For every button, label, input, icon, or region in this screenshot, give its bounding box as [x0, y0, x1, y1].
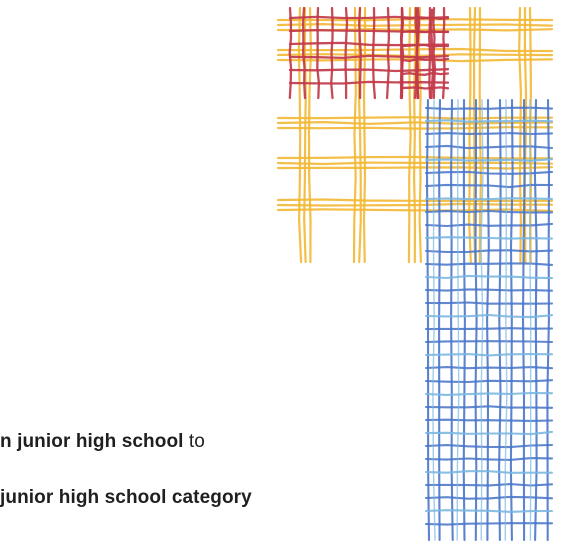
- blue-grid-horizontal: [424, 274, 554, 280]
- blue-grid-vertical: [509, 98, 514, 542]
- blue-grid-vertical: [533, 98, 538, 542]
- blue-grid-horizontal: [424, 222, 554, 228]
- red-grid-horizontal: [288, 41, 450, 47]
- red-grid-horizontal: [288, 15, 450, 20]
- red-grid-horizontal: [400, 71, 450, 76]
- blue-grid-horizontal: [424, 379, 554, 384]
- blue-grid-horizontal: [424, 158, 554, 162]
- blue-grid-vertical: [521, 98, 526, 542]
- red-grid-vertical: [371, 6, 377, 100]
- blue-woven-pattern: [424, 98, 554, 542]
- bold-phrase-junior-high-school: n junior high school: [0, 431, 184, 452]
- blue-grid-vertical: [438, 98, 442, 542]
- blue-grid-vertical: [486, 98, 490, 542]
- red-grid-horizontal: [400, 57, 450, 63]
- text-line-2: junior high school category: [0, 488, 252, 507]
- blue-grid-vertical-accent: [504, 99, 508, 541]
- yellow-weave-vertical: [297, 6, 303, 264]
- red-grid-vertical: [432, 6, 437, 100]
- red-grid-horizontal: [288, 28, 450, 34]
- blue-grid-horizontal: [424, 418, 554, 422]
- blue-grid-vertical: [546, 98, 551, 542]
- red-grid-vertical: [428, 6, 432, 100]
- yellow-weave-vertical: [303, 6, 307, 264]
- blue-grid-vertical-accent: [529, 99, 532, 541]
- red-grid-vertical: [385, 6, 391, 100]
- blue-grid-horizontal: [424, 457, 554, 461]
- yellow-weave-vertical: [467, 6, 472, 264]
- blue-grid-horizontal: [424, 170, 554, 175]
- blue-grid-horizontal: [424, 495, 554, 500]
- blue-grid-horizontal: [424, 144, 554, 150]
- blue-grid-horizontal: [424, 119, 554, 123]
- word-to: to: [183, 431, 205, 452]
- red-grid-vertical: [288, 6, 293, 100]
- yellow-weave-vertical: [523, 6, 528, 264]
- blue-grid-horizontal: [424, 183, 554, 189]
- blue-grid-horizontal: [424, 313, 554, 319]
- blue-grid-vertical: [474, 98, 478, 542]
- yellow-weave-vertical: [417, 6, 422, 264]
- blue-grid-vertical-accent: [480, 99, 484, 541]
- blue-grid-horizontal: [424, 443, 554, 449]
- text-line-1: n junior high school to: [0, 432, 205, 451]
- blue-grid-horizontal: [424, 366, 554, 370]
- yellow-weave-vertical: [518, 6, 523, 264]
- blue-grid-horizontal: [424, 106, 554, 110]
- blue-grid-horizontal: [424, 522, 554, 526]
- yellow-weave-vertical: [478, 6, 483, 264]
- blue-grid-vertical-accent: [432, 99, 436, 541]
- blue-grid-horizontal: [424, 132, 554, 136]
- red-grid-vertical: [441, 6, 446, 100]
- red-grid-horizontal: [288, 54, 450, 60]
- red-woven-pattern: [288, 6, 450, 100]
- blue-grid-vertical: [425, 98, 431, 542]
- yellow-weave-vertical: [352, 6, 357, 264]
- blue-grid-horizontal: [424, 249, 554, 254]
- yellow-weave-vertical: [362, 6, 367, 264]
- yellow-weave-vertical: [407, 6, 412, 264]
- yellow-weave-vertical: [357, 6, 362, 264]
- blue-grid-vertical: [450, 98, 454, 542]
- yellow-weave-vertical: [307, 6, 313, 264]
- red-grid-horizontal: [400, 86, 450, 90]
- blue-grid-horizontal: [424, 353, 554, 357]
- blue-grid-horizontal: [424, 483, 554, 487]
- yellow-weave-vertical: [472, 6, 477, 264]
- blue-grid-vertical: [498, 98, 502, 542]
- red-grid-horizontal: [288, 80, 450, 85]
- red-grid-vertical: [344, 6, 349, 100]
- blue-grid-horizontal: [424, 470, 554, 474]
- blue-grid-horizontal: [424, 509, 554, 513]
- blue-grid-horizontal: [424, 301, 554, 305]
- blue-grid-vertical-accent: [456, 99, 460, 541]
- yellow-weave-vertical: [412, 6, 417, 264]
- blue-grid-horizontal: [424, 209, 554, 214]
- red-grid-horizontal: [288, 68, 450, 73]
- blue-grid-horizontal: [424, 430, 554, 436]
- blue-grid-horizontal: [424, 197, 554, 201]
- blue-grid-horizontal: [424, 327, 554, 331]
- blue-grid-vertical: [462, 98, 466, 542]
- blue-grid-horizontal: [424, 340, 554, 344]
- blue-grid-horizontal: [424, 236, 554, 240]
- bold-phrase-junior-high-school-category: junior high school category: [0, 487, 252, 508]
- blue-grid-horizontal: [424, 262, 554, 266]
- blue-grid-horizontal: [424, 288, 554, 292]
